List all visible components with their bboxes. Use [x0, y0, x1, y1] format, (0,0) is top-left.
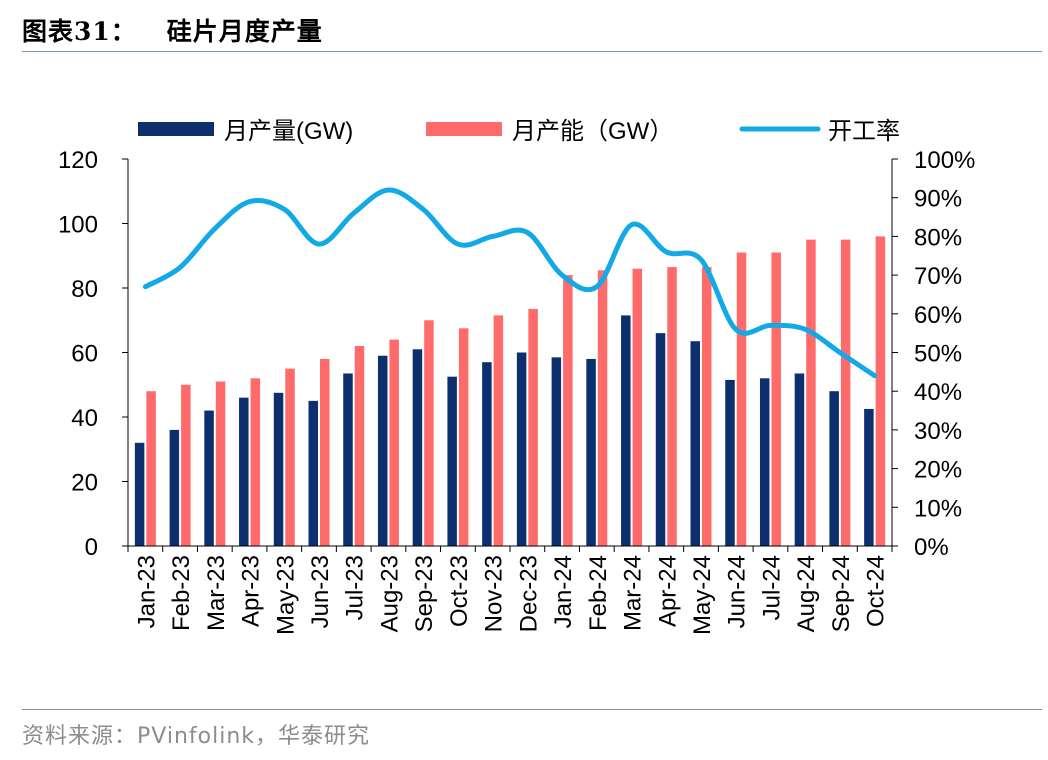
- y-left-tick-label: 0: [85, 534, 98, 561]
- bar-production: [725, 379, 735, 546]
- x-tick-label: Feb-24: [585, 555, 612, 631]
- bar-production: [377, 355, 388, 546]
- y-left-tick-label: 60: [71, 341, 98, 368]
- bar-production: [794, 373, 805, 546]
- bar-production: [829, 391, 839, 546]
- bar-production: [864, 408, 874, 546]
- y-left-tick-label: 100: [58, 212, 98, 239]
- y-right-tick-label: 10%: [914, 495, 962, 522]
- x-tick-label: Oct-23: [446, 555, 473, 627]
- bar-production: [134, 442, 145, 546]
- bar-production: [412, 349, 423, 546]
- x-tick-label: Oct-24: [863, 555, 890, 627]
- y-right-tick-label: 0%: [914, 534, 949, 561]
- legend-swatch-production: [138, 122, 214, 136]
- figure-title: 图表31： 硅片月度产量: [22, 12, 323, 48]
- series-line-utilization: [142, 187, 878, 379]
- bar-production: [551, 357, 562, 546]
- bar-capacity: [146, 391, 156, 546]
- bar-production: [204, 410, 214, 546]
- legend-label-utilization: 开工率: [828, 118, 900, 145]
- bar-capacity: [320, 358, 330, 546]
- legend-label-production: 月产量(GW): [224, 118, 353, 145]
- bar-capacity: [181, 384, 191, 546]
- bar-capacity: [389, 339, 399, 546]
- x-tick-label: Apr-23: [238, 555, 265, 627]
- bar-production: [516, 352, 527, 546]
- y-right-tick-label: 50%: [914, 341, 962, 368]
- x-tick-label: Jun-24: [724, 555, 751, 628]
- figure-number: 图表31：: [22, 17, 137, 46]
- bar-capacity: [632, 268, 643, 546]
- bar-capacity: [563, 275, 573, 546]
- bar-capacity: [528, 308, 538, 546]
- x-tick-label: May-24: [689, 555, 716, 635]
- y-left-tick-label: 80: [71, 276, 98, 303]
- bar-capacity: [702, 267, 712, 546]
- x-tick-label: May-23: [272, 555, 299, 635]
- bar-production: [690, 341, 700, 546]
- source-rule: [22, 709, 1042, 710]
- y-left-tick-label: 40: [71, 405, 98, 432]
- bar-capacity: [493, 315, 504, 546]
- bar-capacity: [840, 239, 851, 546]
- bar-production: [169, 429, 180, 546]
- bar-production: [273, 392, 284, 546]
- y-right-tick-label: 80%: [914, 224, 962, 251]
- x-tick-label: Jan-24: [550, 555, 577, 628]
- bar-production: [343, 373, 353, 546]
- bar-capacity: [806, 239, 816, 546]
- bar-capacity: [354, 346, 365, 546]
- bar-production: [586, 358, 596, 546]
- bar-capacity: [285, 368, 295, 546]
- legend-swatch-capacity: [426, 122, 502, 136]
- x-tick-label: Nov-23: [481, 555, 508, 632]
- chart: 0 20 40 60 80 100 120 0% 10% 20% 30% 40% 50% 60% 70% 80…: [58, 118, 975, 635]
- bar-capacity: [250, 378, 261, 546]
- x-tick-label: Aug-23: [376, 555, 403, 632]
- source-note: 资料来源：PVinfolink，华泰研究: [22, 724, 371, 749]
- bar-production: [239, 397, 249, 546]
- bar-capacity: [597, 270, 608, 546]
- bar-production: [447, 376, 457, 546]
- x-tick-label: Sep-23: [411, 555, 438, 632]
- x-tick-label: Apr-24: [654, 555, 681, 627]
- bar-capacity: [771, 252, 781, 546]
- y-right-tick-label: 20%: [914, 457, 962, 484]
- bar-production: [759, 378, 770, 546]
- x-tick-label: Jun-23: [307, 555, 334, 628]
- x-tick-label: Mar-23: [203, 555, 230, 631]
- bar-production: [308, 400, 318, 546]
- y-left-tick-label: 120: [58, 147, 98, 174]
- bar-capacity: [424, 320, 434, 546]
- bar-production: [482, 362, 492, 546]
- y-left-tick-label: 20: [71, 470, 98, 497]
- bar-capacity: [736, 252, 747, 546]
- y-right-tick-label: 60%: [914, 302, 962, 329]
- x-tick-label: Jul-24: [758, 555, 785, 620]
- x-tick-label: Mar-24: [620, 555, 647, 631]
- y-right-tick-label: 30%: [914, 418, 962, 445]
- x-tick-label: Dec-23: [515, 555, 542, 632]
- bar-capacity: [875, 236, 886, 546]
- y-right-tick-label: 100%: [914, 147, 975, 174]
- x-tick-label: Jul-23: [342, 555, 369, 620]
- bar-production: [655, 333, 666, 546]
- bar-capacity: [458, 328, 469, 546]
- x-tick-label: Feb-23: [168, 555, 195, 631]
- figure-title-text: 硅片月度产量: [166, 17, 323, 46]
- title-rule: [22, 51, 1042, 52]
- y-right-tick-label: 90%: [914, 186, 962, 213]
- legend-label-capacity: 月产能（GW）: [512, 118, 673, 145]
- bar-capacity: [667, 267, 677, 546]
- x-tick-label: Aug-24: [793, 555, 820, 632]
- x-tick-label: Sep-24: [828, 555, 855, 632]
- bar-production: [621, 315, 631, 546]
- y-right-tick-label: 40%: [914, 379, 962, 406]
- bar-capacity: [215, 381, 226, 546]
- x-tick-label: Jan-23: [133, 555, 160, 628]
- y-right-tick-label: 70%: [914, 263, 962, 290]
